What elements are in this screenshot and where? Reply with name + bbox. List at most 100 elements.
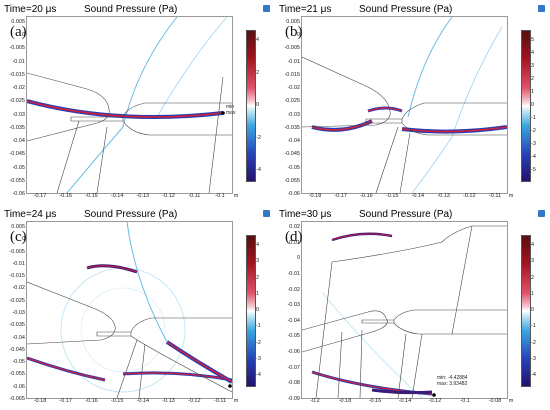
x-tick-label: -0.12: [428, 398, 442, 404]
panel-d: Time=30 μs Sound Pressure (Pa) 0.02 0.01 0…: [275, 205, 550, 410]
x-tick-label: -0.18: [308, 193, 322, 199]
settings-icon[interactable]: [538, 210, 545, 217]
settings-icon[interactable]: [538, 5, 545, 12]
x-tick-label: -0.1: [460, 398, 470, 404]
simulation-plot: [26, 221, 233, 399]
colorbar-tick-label: 1: [256, 290, 260, 297]
x-tick-label: -0.14: [411, 193, 425, 199]
y-tick-label: -0.09: [287, 396, 300, 402]
colorbar-tick-label: 4: [531, 50, 535, 56]
y-tick-label: 0.005: [11, 19, 25, 25]
colorbar-tick-label: -1: [256, 323, 261, 330]
x-axis: -0.2 -0.18 -0.16 -0.14 -0.12 -0.1 -0.08 m: [275, 398, 515, 408]
panel-c: Time=24 μs Sound Pressure (Pa) 0.005 0 -0.…: [0, 205, 275, 410]
panel-label: (c): [10, 229, 27, 245]
y-axis: 0.005 0 -0.005 -0.01 -0.015 -0.02 -0.025 -0.03 -…: [0, 219, 25, 402]
colorbar-tick-label: -4: [531, 372, 536, 378]
y-tick-label: -0.015: [9, 273, 25, 280]
y-tick-label: -0.055: [9, 371, 25, 378]
y-tick-label: -0.03: [12, 310, 25, 316]
x-tick-label: -0.18: [33, 398, 47, 404]
y-tick-label: 0.01: [289, 239, 300, 246]
y-tick-label: -0.035: [284, 124, 300, 131]
plot-title: Sound Pressure (Pa): [84, 4, 178, 15]
min-label: min: [226, 104, 235, 110]
y-tick-label: -0.02: [12, 85, 25, 92]
y-tick-label: -0.04: [12, 138, 25, 145]
pressure-field: [27, 222, 232, 398]
y-tick-label: -0.035: [9, 124, 25, 131]
colorbar-tick-label: -1: [531, 115, 536, 121]
y-tick-label: -0.015: [284, 71, 300, 78]
colorbar-tick-label: 1: [531, 290, 535, 297]
y-tick-label: -0.045: [284, 151, 300, 158]
y-tick-label: -0.05: [287, 333, 300, 340]
x-tick-label: -0.15: [85, 193, 98, 199]
panel-label: (a): [10, 24, 27, 40]
pressure-field: [302, 225, 507, 398]
x-tick-label: -0.17: [33, 193, 47, 199]
max-label: max: 3.93482: [437, 381, 468, 387]
y-tick-label: -0.015: [9, 71, 25, 78]
y-tick-label: -0.045: [9, 346, 25, 353]
x-tick-label: -0.11: [488, 193, 502, 199]
colorbar: [246, 235, 256, 387]
y-tick-label: -0.05: [287, 164, 300, 171]
y-tick-label: -0.06: [287, 191, 300, 197]
y-tick-label: -0.005: [9, 45, 25, 52]
y-tick-label: -0.055: [9, 177, 25, 184]
x-tick-label: -0.14: [136, 398, 150, 404]
settings-icon[interactable]: [263, 5, 270, 12]
y-axis: 0.02 0.01 0 -0.01 -0.02 -0.03 -0.04 -0.05 -0.06 -…: [275, 219, 300, 402]
x-tick-label: -0.16: [360, 193, 373, 199]
colorbar-tick-label: 4: [531, 242, 535, 248]
colorbar-tick-label: 0: [256, 307, 260, 313]
colorbar-tick-label: 0: [256, 102, 260, 108]
y-tick-label: -0.01: [287, 58, 300, 65]
x-tick-label: -0.13: [162, 398, 175, 404]
x-tick-label: -0.14: [110, 193, 124, 199]
y-tick-label: -0.04: [12, 334, 25, 341]
panel-b: Time=21 μs Sound Pressure (Pa) 0.005 0 -0.…: [275, 0, 550, 205]
x-tick-label: -0.17: [59, 398, 72, 404]
x-tick-label: -0.12: [188, 398, 201, 404]
max-label: max: [226, 110, 236, 116]
x-tick-label: -0.12: [162, 193, 175, 199]
x-tick-label: -0.18: [338, 398, 352, 404]
colorbar-tick-label: -3: [256, 355, 261, 362]
x-tick-label: -0.1: [215, 193, 225, 199]
x-unit-label: m: [508, 193, 514, 199]
y-tick-label: -0.005: [284, 45, 300, 52]
minmax-annotation: min max: [226, 104, 235, 116]
colorbar-ticks: 4 3 2 1 0 -1 -2 -3 -4: [256, 235, 275, 385]
panel-label: (d): [285, 229, 303, 245]
colorbar-tick-label: -1: [531, 323, 536, 330]
y-tick-label: -0.025: [284, 98, 300, 105]
x-tick-label: -0.16: [59, 193, 72, 199]
colorbar-tick-label: -2: [256, 134, 261, 141]
y-tick-label: -0.065: [9, 396, 25, 402]
x-tick-label: -0.08: [488, 398, 502, 404]
panel-label: (b): [285, 24, 303, 40]
colorbar-tick-label: -3: [531, 355, 536, 362]
y-tick-label: -0.02: [287, 286, 300, 293]
colorbar-tick-label: 2: [256, 274, 260, 281]
colorbar-tick-label: -4: [256, 372, 261, 378]
y-tick-label: 0.005: [11, 224, 25, 230]
colorbar-tick-label: -2: [531, 339, 536, 346]
y-tick-label: -0.06: [12, 191, 25, 197]
time-label: Time=21 μs: [279, 4, 332, 15]
simulation-plot: [301, 221, 508, 399]
y-tick-label: -0.035: [9, 322, 25, 329]
x-tick-label: -0.16: [85, 398, 98, 404]
min-label: min: -4.42884: [437, 375, 468, 381]
y-tick-label: 0: [296, 255, 300, 262]
settings-icon[interactable]: [263, 210, 270, 217]
y-tick-label: -0.01: [287, 270, 300, 277]
time-label: Time=24 μs: [4, 209, 57, 220]
y-tick-label: -0.02: [12, 285, 25, 292]
y-tick-label: -0.055: [284, 177, 300, 184]
colorbar: [521, 30, 531, 182]
x-unit-label: m: [508, 398, 514, 404]
y-tick-label: -0.06: [287, 349, 300, 356]
